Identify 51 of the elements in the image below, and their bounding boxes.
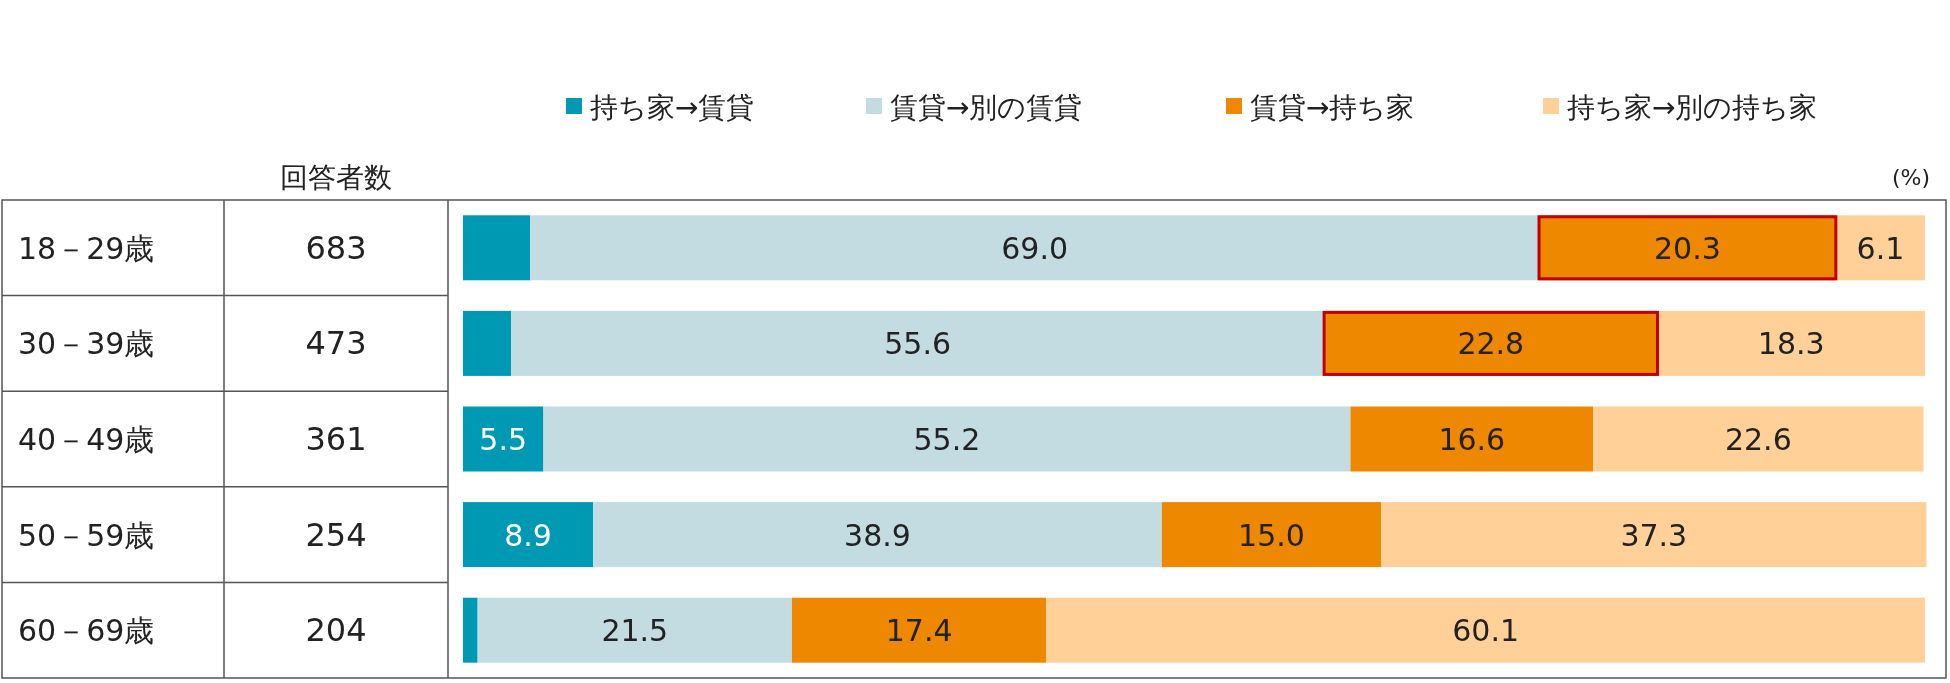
data-label: 20.3 bbox=[1654, 230, 1721, 266]
text: 361 bbox=[305, 420, 367, 458]
data-label: 18.3 bbox=[1757, 326, 1825, 362]
legend-label: 持ち家→別の持ち家 bbox=[1567, 91, 1818, 124]
bar bbox=[530, 215, 1540, 281]
bar bbox=[543, 406, 1351, 472]
bar bbox=[511, 310, 1325, 376]
text: 254 bbox=[305, 515, 367, 554]
bar bbox=[1835, 215, 1925, 281]
bar bbox=[1350, 406, 1594, 472]
bar bbox=[463, 597, 478, 663]
bar bbox=[1161, 502, 1382, 568]
y-tick-label: 50－59歳 bbox=[18, 517, 155, 553]
data-label: 22.8 bbox=[1457, 326, 1525, 362]
text: 683 bbox=[305, 228, 367, 267]
text: 204 bbox=[305, 611, 367, 650]
text: (%) bbox=[1891, 165, 1930, 190]
text: 回答者数 bbox=[280, 161, 392, 194]
data-label: 55.2 bbox=[913, 422, 981, 457]
bar bbox=[791, 597, 1047, 663]
data-label: 37.3 bbox=[1620, 517, 1688, 553]
bar bbox=[463, 310, 512, 376]
bar bbox=[593, 502, 1162, 568]
bar bbox=[1593, 406, 1924, 472]
data-label: 15.0 bbox=[1238, 517, 1305, 553]
data-label: 8.9 bbox=[504, 517, 552, 553]
data-label: 17.4 bbox=[885, 613, 953, 649]
y-tick-label: 30－39歳 bbox=[18, 326, 155, 362]
bar bbox=[463, 215, 531, 281]
data-label: 69.0 bbox=[1001, 230, 1069, 266]
data-label: 38.9 bbox=[844, 517, 911, 553]
data-label: 22.6 bbox=[1724, 422, 1792, 457]
y-tick-label: 18－29歳 bbox=[18, 230, 155, 266]
bar bbox=[463, 502, 594, 568]
bar bbox=[463, 406, 544, 472]
data-label: 6.1 bbox=[1856, 230, 1905, 266]
bar bbox=[1046, 597, 1925, 663]
data-label: 60.1 bbox=[1452, 613, 1520, 649]
bar bbox=[477, 597, 792, 663]
y-tick-label: 40－49歳 bbox=[18, 422, 155, 457]
data-label: 21.5 bbox=[601, 613, 669, 649]
data-label: 5.5 bbox=[479, 422, 528, 457]
legend-label: 賃貸→持ち家 bbox=[1250, 91, 1415, 124]
text: 473 bbox=[305, 324, 367, 363]
data-label: 55.6 bbox=[884, 326, 952, 362]
legend-label: 持ち家→賃貸 bbox=[590, 91, 755, 124]
bar bbox=[1657, 310, 1925, 376]
legend-label: 賃貸→別の賃貸 bbox=[890, 91, 1083, 124]
y-tick-label: 60－69歳 bbox=[18, 613, 155, 649]
bar bbox=[1381, 502, 1927, 568]
data-label: 16.6 bbox=[1438, 422, 1506, 457]
